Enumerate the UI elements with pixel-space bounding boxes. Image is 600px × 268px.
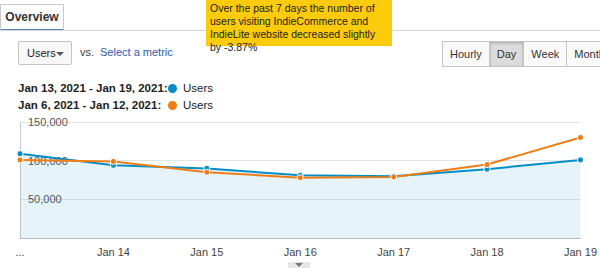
svg-text:Jan 15: Jan 15 (190, 246, 223, 258)
html-text:Jan 13, 2021 - Jan 19, 2021:: Jan 13, 2021 - Jan 19, 2021: (18, 82, 168, 94)
html-text:Users: Users (183, 99, 213, 111)
html-text:Users: Users (27, 47, 56, 59)
html-text:Day: Day (496, 48, 517, 60)
html-text:Overview: Overview (5, 10, 59, 24)
html-text:Over the past 7 days the numbe: Over the past 7 days the number of users… (210, 2, 376, 53)
svg-text:Jan 17: Jan 17 (377, 246, 410, 258)
html-text:vs.: vs. (80, 46, 95, 58)
html-text:Users: Users (183, 82, 213, 94)
svg-text:Jan 14: Jan 14 (97, 246, 130, 258)
html-text:Jan 6, 2021 - Jan 12, 2021:: Jan 6, 2021 - Jan 12, 2021: (18, 99, 162, 111)
svg-text:Jan 18: Jan 18 (471, 246, 504, 258)
svg-text:...: ... (15, 246, 24, 258)
svg-text:Jan 19: Jan 19 (564, 246, 597, 258)
svg-text:150,000: 150,000 (28, 116, 68, 128)
html-text:Week: Week (531, 48, 560, 60)
svg-text:Jan 16: Jan 16 (284, 246, 317, 258)
html-text:Hourly: Hourly (450, 48, 482, 60)
html-text:Select a metric: Select a metric (100, 46, 173, 58)
